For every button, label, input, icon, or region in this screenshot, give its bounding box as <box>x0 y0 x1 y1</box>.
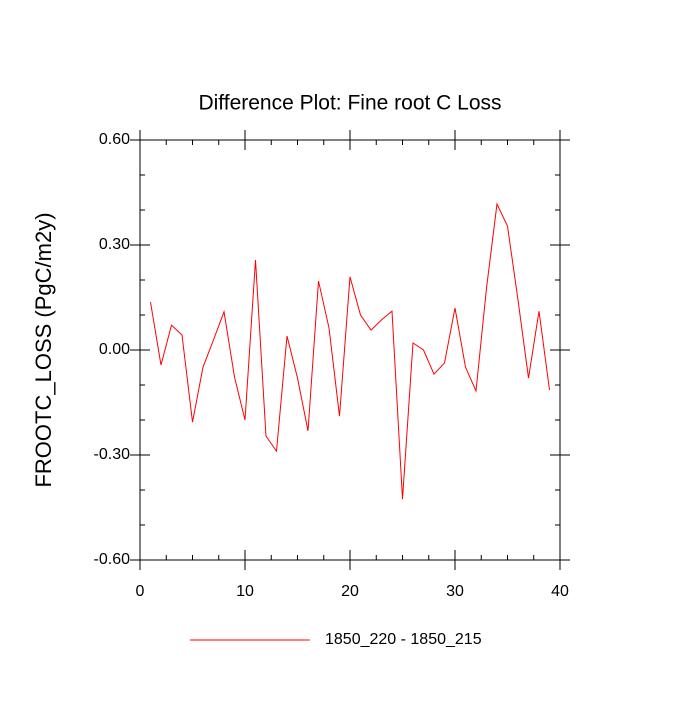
data-line <box>150 202 550 500</box>
x-tick-label: 20 <box>341 583 359 600</box>
chart-title: Difference Plot: Fine root C Loss <box>198 92 501 115</box>
y-tick-label: 0.60 <box>99 131 130 148</box>
x-tick-label: 40 <box>551 583 569 600</box>
y-tick-label: -0.60 <box>94 551 131 568</box>
x-tick-label: 30 <box>446 583 464 600</box>
legend-label: 1850_220 - 1850_215 <box>325 631 482 648</box>
y-tick-label: -0.30 <box>94 446 131 463</box>
x-tick-label: 0 <box>136 583 145 600</box>
y-axis-label: FROOTC_LOSS (PgC/m2y) <box>31 212 56 487</box>
x-tick-label: 10 <box>236 583 254 600</box>
y-tick-label: 0.30 <box>99 236 130 253</box>
y-tick-label: 0.00 <box>99 341 130 358</box>
